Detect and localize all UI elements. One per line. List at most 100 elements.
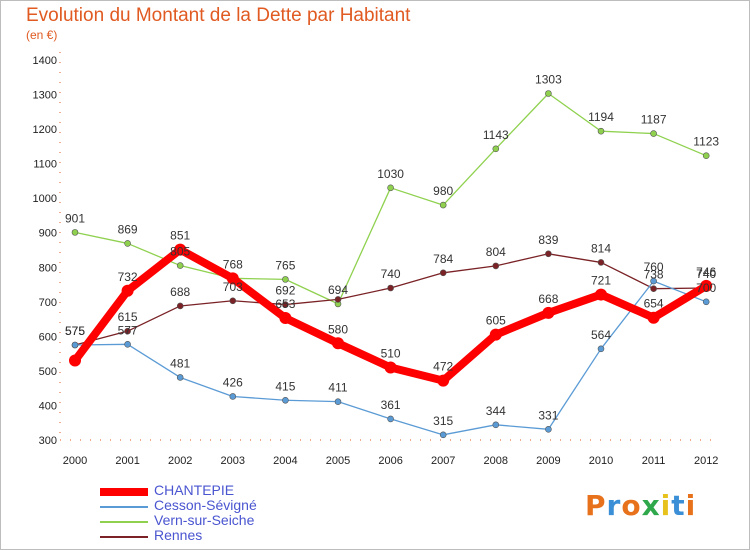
- data-point-rennes: [439, 269, 447, 277]
- x-tick-label: 2006: [378, 455, 402, 467]
- data-point-chantepie: [226, 272, 239, 285]
- legend-swatch: [100, 521, 148, 523]
- y-tick-label: 1200: [33, 124, 57, 136]
- y-tick-label: 800: [39, 262, 57, 274]
- data-label-rennes: 814: [591, 241, 611, 255]
- data-label-chantepie: 510: [381, 346, 401, 360]
- y-tick-label: 1000: [33, 193, 57, 205]
- data-point-vern-sur-seiche: [282, 276, 289, 283]
- data-point-chantepie: [174, 243, 187, 256]
- data-label-rennes: 688: [170, 285, 190, 299]
- data-point-chantepie: [332, 337, 344, 350]
- data-point-cesson-s-vign-: [229, 393, 237, 400]
- legend-label: Cesson-Sévigné: [154, 497, 257, 513]
- data-label-vern-sur-seiche: 1123: [693, 135, 719, 149]
- data-label-rennes: 738: [644, 268, 664, 282]
- data-label-vern-sur-seiche: 768: [223, 257, 243, 271]
- logo-letter: t: [671, 489, 686, 522]
- y-tick-label: 900: [39, 228, 57, 240]
- data-label-vern-sur-seiche: 869: [118, 222, 138, 236]
- legend-label: Vern-sur-Seiche: [154, 512, 255, 528]
- y-tick-label: 700: [39, 297, 57, 309]
- data-point-vern-sur-seiche: [702, 152, 710, 159]
- data-label-chantepie: 653: [275, 297, 295, 311]
- data-label-vern-sur-seiche: 805: [170, 245, 190, 259]
- data-point-vern-sur-seiche: [71, 229, 79, 236]
- data-point-rennes: [545, 250, 552, 258]
- data-label-cesson-s-vign-: 481: [170, 356, 190, 370]
- data-label-vern-sur-seiche: 1303: [535, 73, 562, 87]
- data-point-rennes: [176, 302, 184, 310]
- data-point-vern-sur-seiche: [545, 90, 552, 97]
- data-label-cesson-s-vign-: 344: [486, 404, 506, 418]
- data-label-vern-sur-seiche: 1030: [377, 167, 404, 181]
- data-point-rennes: [597, 259, 605, 266]
- data-point-chantepie: [700, 279, 713, 292]
- y-tick-label: 1300: [33, 90, 57, 102]
- data-point-chantepie: [384, 361, 397, 374]
- x-tick-label: 2011: [642, 455, 666, 467]
- data-label-vern-sur-seiche: 1143: [483, 128, 509, 142]
- y-tick-label: 300: [39, 435, 57, 447]
- data-point-chantepie: [279, 312, 292, 325]
- x-tick-label: 2003: [221, 455, 245, 467]
- y-tick-label: 1400: [33, 55, 57, 67]
- x-tick-label: 2009: [536, 455, 560, 467]
- x-tick-label: 2012: [694, 455, 718, 467]
- data-point-chantepie: [121, 284, 134, 297]
- data-point-vern-sur-seiche: [597, 127, 605, 135]
- data-point-rennes: [334, 296, 342, 303]
- data-label-rennes: 740: [696, 267, 716, 281]
- data-label-cesson-s-vign-: 361: [381, 398, 401, 412]
- data-point-chantepie: [595, 288, 607, 301]
- y-tick-label: 600: [39, 331, 57, 343]
- logo-letter: o: [621, 489, 642, 522]
- data-label-chantepie: 654: [644, 297, 664, 311]
- data-label-vern-sur-seiche: 901: [65, 211, 85, 225]
- chart-subtitle: (en €): [26, 28, 58, 42]
- logo-letter: r: [606, 489, 622, 522]
- legend-label: Rennes: [154, 527, 203, 543]
- data-point-cesson-s-vign-: [702, 298, 710, 306]
- y-tick-label: 1100: [33, 159, 57, 171]
- data-label-chantepie: 472: [433, 360, 453, 374]
- data-label-rennes: 575: [65, 324, 85, 338]
- data-label-rennes: 692: [275, 284, 295, 298]
- data-label-cesson-s-vign-: 700: [696, 281, 716, 295]
- data-label-chantepie: 605: [486, 314, 506, 328]
- data-point-cesson-s-vign-: [176, 374, 184, 381]
- data-point-chantepie: [647, 311, 660, 324]
- data-label-vern-sur-seiche: 694: [328, 283, 348, 297]
- legend-swatch: [100, 536, 148, 538]
- data-point-vern-sur-seiche: [439, 201, 447, 209]
- data-point-chantepie: [69, 354, 81, 367]
- data-label-cesson-s-vign-: 331: [538, 408, 558, 422]
- x-tick-label: 2005: [326, 455, 350, 467]
- data-point-vern-sur-seiche: [176, 262, 184, 269]
- data-point-chantepie: [437, 374, 450, 387]
- data-point-rennes: [282, 301, 289, 308]
- data-label-vern-sur-seiche: 1187: [641, 113, 667, 127]
- data-label-cesson-s-vign-: 564: [591, 328, 611, 342]
- data-point-cesson-s-vign-: [492, 421, 500, 429]
- data-point-rennes: [492, 262, 500, 270]
- legend-swatch: [100, 488, 148, 496]
- data-label-rennes: 839: [538, 233, 558, 247]
- data-label-rennes: 615: [118, 310, 138, 324]
- data-point-cesson-s-vign-: [282, 396, 289, 404]
- logo-letter: x: [641, 489, 661, 522]
- data-point-vern-sur-seiche: [124, 240, 131, 247]
- x-tick-label: 2010: [589, 455, 613, 467]
- data-point-cesson-s-vign-: [650, 277, 657, 285]
- legend-label: CHANTEPIE: [154, 482, 235, 498]
- data-label-cesson-s-vign-: 315: [433, 414, 453, 428]
- x-tick-label: 2000: [63, 455, 87, 467]
- x-tick-label: 2007: [431, 455, 455, 467]
- data-label-cesson-s-vign-: 411: [328, 381, 347, 395]
- data-point-cesson-s-vign-: [71, 341, 79, 349]
- data-point-vern-sur-seiche: [387, 184, 394, 192]
- data-label-rennes: 703: [223, 280, 243, 294]
- data-label-cesson-s-vign-: 426: [223, 375, 243, 389]
- data-point-rennes: [387, 284, 394, 292]
- y-tick-label: 400: [39, 400, 57, 412]
